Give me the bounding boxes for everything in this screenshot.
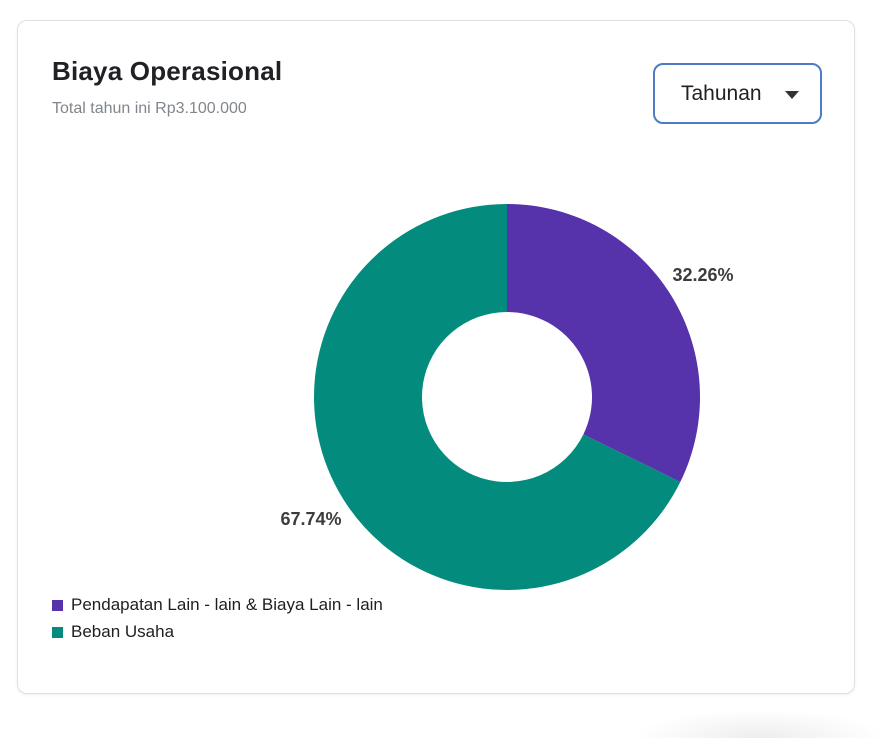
chart-card: Biaya Operasional Total tahun ini Rp3.10… [17, 20, 855, 694]
next-card-shadow [636, 710, 884, 738]
legend-label: Pendapatan Lain - lain & Biaya Lain - la… [71, 595, 383, 614]
legend-item[interactable]: Beban Usaha [52, 622, 383, 642]
chart-title: Biaya Operasional [52, 56, 283, 86]
title-block: Biaya Operasional Total tahun ini Rp3.10… [52, 56, 283, 118]
slice-percent-label: 32.26% [672, 265, 733, 285]
card-header: Biaya Operasional Total tahun ini Rp3.10… [52, 56, 822, 124]
donut-slice[interactable] [314, 204, 681, 590]
period-dropdown[interactable]: Tahunan [653, 63, 822, 124]
slice-percent-label: 67.74% [280, 509, 341, 529]
donut-slice[interactable] [507, 204, 701, 483]
legend-swatch-purple [52, 599, 63, 611]
chart-subtitle-total: Total tahun ini Rp3.100.000 [52, 99, 247, 117]
chevron-down-icon [785, 90, 799, 99]
period-dropdown-value: Tahunan [681, 81, 762, 105]
legend-label: Beban Usaha [71, 622, 175, 641]
donut-chart-svg: 32.26% 67.74% [280, 204, 734, 590]
legend-swatch-teal [52, 626, 63, 638]
chart-legend: Pendapatan Lain - lain & Biaya Lain - la… [52, 595, 383, 642]
legend-item[interactable]: Pendapatan Lain - lain & Biaya Lain - la… [52, 595, 383, 615]
page: { "card": { "period_selector": { "value"… [17, 20, 884, 738]
